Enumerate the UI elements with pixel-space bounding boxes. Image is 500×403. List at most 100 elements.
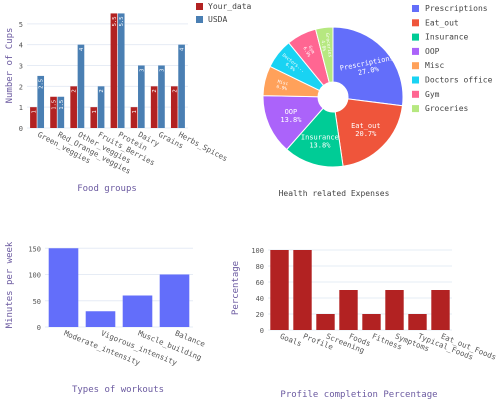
- legend-swatch: [196, 16, 203, 23]
- y-tick-label: 80: [256, 263, 264, 271]
- y-tick-label: 1: [19, 104, 23, 112]
- y-tick-label: 5: [19, 21, 23, 29]
- y-tick-label: 20: [256, 311, 264, 319]
- y-tick-label: 0: [260, 327, 264, 335]
- bar: [85, 311, 116, 327]
- bar: [159, 274, 190, 327]
- bar: [50, 96, 57, 128]
- pie-slice-label-line: 6.9%: [301, 46, 311, 59]
- legend-swatch: [412, 5, 419, 12]
- bar: [90, 107, 98, 128]
- pie-slice-label-line: Groceries: [324, 33, 333, 58]
- bar-data-label: 4: [180, 47, 186, 51]
- legend-label: Doctors office: [425, 76, 493, 85]
- bar: [37, 75, 45, 128]
- legend-label: Prescriptions: [425, 4, 488, 13]
- y-tick-label: 100: [28, 272, 41, 280]
- pie-slice-label-line: Eat_out: [351, 122, 381, 130]
- y-tick-label: 0: [37, 324, 41, 332]
- y-axis-title: Percentage: [231, 261, 241, 315]
- bar: [385, 290, 404, 330]
- legend-label: Insurance: [425, 33, 469, 42]
- bar-data-label: 3: [159, 69, 165, 72]
- bar: [408, 314, 427, 330]
- legend-label: Gym: [425, 90, 440, 99]
- pie-slice-label: Eat_out 20.7%: [351, 122, 381, 138]
- pie-slice-label: Groceries4.0%: [319, 33, 333, 59]
- bar: [130, 107, 138, 128]
- pie-slice-label-line: 13.8%: [309, 142, 331, 150]
- pie-slice-label: OOP 13.8%: [280, 108, 302, 124]
- bar: [158, 65, 165, 128]
- pie-slice-label: Gym6.9%: [301, 44, 316, 59]
- x-axis-title: Food groups: [77, 184, 137, 194]
- bar: [110, 13, 118, 129]
- legend-label: Misc: [425, 61, 444, 70]
- bar: [362, 314, 381, 330]
- bar: [30, 107, 37, 128]
- y-tick-label: 100: [251, 247, 264, 255]
- bar: [57, 96, 65, 128]
- pie-slice-label-line: Insurance: [301, 134, 339, 142]
- bar-data-label: 1: [92, 110, 98, 113]
- bar: [178, 44, 185, 128]
- y-tick-label: 50: [33, 298, 41, 306]
- y-tick-label: 2: [19, 83, 23, 91]
- x-axis-title: Health related Expenses: [279, 189, 390, 198]
- bar: [48, 248, 79, 327]
- pie-slice-label-line: Misc: [277, 79, 289, 87]
- y-tick-label: 60: [256, 279, 264, 287]
- bar: [270, 250, 289, 330]
- bar: [138, 65, 145, 128]
- pie-slice: [334, 98, 404, 167]
- pie-slice-label-line: 6.9%: [276, 84, 288, 92]
- bar: [431, 290, 450, 330]
- workouts-chart: 050100150Moderate_intensityVigorous_inte…: [5, 241, 207, 395]
- x-tick-label: Herbs_Spices: [177, 130, 229, 163]
- legend-label: USDA: [208, 15, 227, 24]
- legend-swatch: [196, 3, 203, 10]
- y-tick-label: 40: [256, 295, 264, 303]
- bar: [117, 13, 125, 129]
- bar-data-label: 1.5: [59, 100, 65, 110]
- bar-data-label: 5.5: [112, 16, 118, 26]
- bar: [97, 86, 105, 128]
- legend-swatch: [412, 33, 419, 41]
- legend-label: Your_data: [208, 2, 252, 11]
- bar: [150, 86, 158, 128]
- health-expenses-chart: Prescriptions27.0%Eat_out 20.7%Insurance 1…: [262, 4, 493, 198]
- bar-data-label: 2: [99, 89, 105, 92]
- bar: [170, 86, 178, 128]
- legend-label: OOP: [425, 47, 440, 56]
- x-tick-label: Goals: [279, 332, 303, 349]
- x-axis-title: Types of workouts: [72, 385, 164, 395]
- bar-data-label: 1: [31, 110, 37, 113]
- legend-swatch: [412, 62, 419, 70]
- pie-slice-label-line: 20.7%: [355, 130, 377, 138]
- y-axis-title: Minutes per week: [5, 241, 15, 328]
- bar: [316, 314, 335, 330]
- bar-data-label: 5.5: [119, 16, 125, 26]
- bar-data-label: 4: [79, 47, 85, 51]
- pie-slice-label-line: OOP: [285, 108, 298, 116]
- legend-swatch: [412, 76, 419, 84]
- pie-slice-label-line: 13.8%: [280, 116, 302, 124]
- y-tick-label: 3: [19, 63, 23, 71]
- legend-swatch: [412, 47, 419, 55]
- pie-slice-label-line: 4.0%: [320, 40, 327, 52]
- legend-swatch: [412, 105, 419, 113]
- legend-swatch: [412, 19, 419, 27]
- pie-slice: [332, 26, 404, 107]
- bar-data-label: 1: [132, 110, 138, 113]
- y-tick-label: 0: [19, 125, 23, 133]
- legend-label: Eat_out: [425, 18, 459, 27]
- bar-data-label: 2: [172, 89, 178, 92]
- legend-label: Groceries: [425, 104, 469, 113]
- bar-data-label: 2: [72, 89, 78, 92]
- bar-data-label: 1.5: [52, 100, 58, 110]
- x-axis-title: Profile completion Percentage: [280, 390, 437, 400]
- y-axis-title: Number of Cups: [5, 28, 15, 104]
- pie-slice-label-line: 6.9%: [284, 62, 296, 74]
- legend-swatch: [412, 90, 419, 98]
